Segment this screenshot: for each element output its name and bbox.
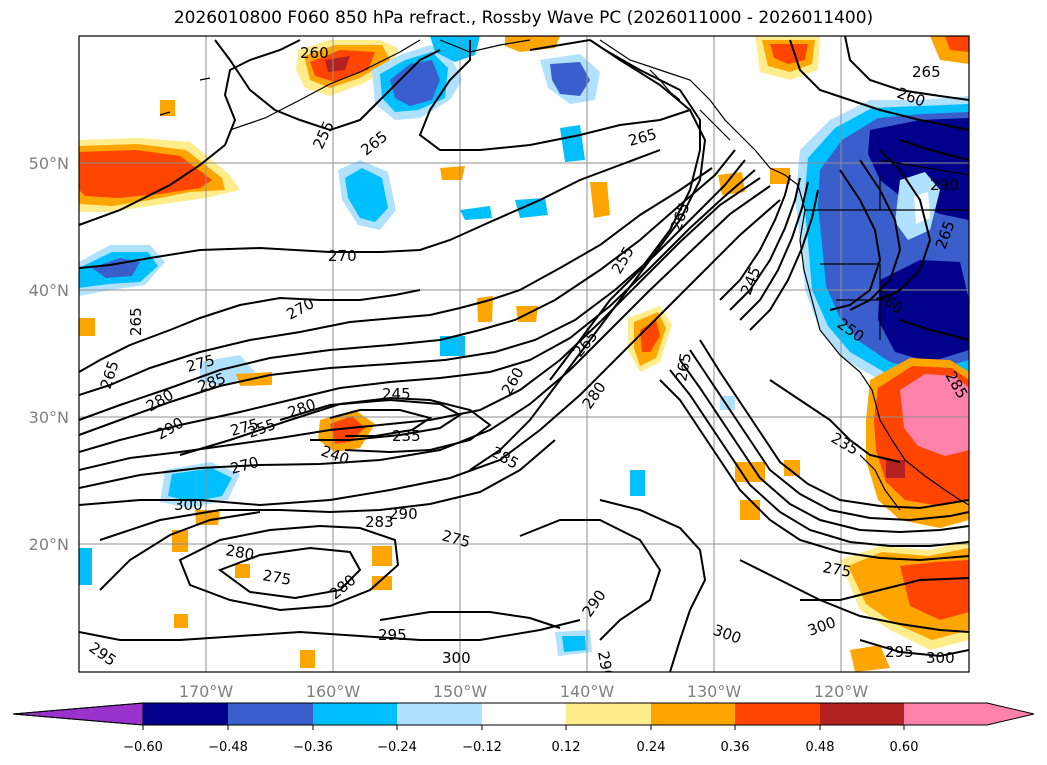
plot-area: 270 270 265 265 255 265 265 260 265 260 …	[79, 36, 969, 681]
lat-label: 20°N	[29, 535, 69, 554]
colorbar-tick-label: 0.24	[637, 740, 666, 755]
lon-label: 130°W	[687, 682, 742, 701]
contour-label: 300	[926, 649, 955, 667]
colorbar-tick-label: −0.36	[293, 740, 333, 755]
contour-label: 290	[594, 650, 617, 681]
colorbar-bin	[482, 703, 566, 725]
colorbar-tick-label: −0.48	[208, 740, 248, 755]
contour-label: 265	[912, 63, 941, 81]
contour-label: 295	[885, 643, 914, 661]
contour-label: 265	[672, 351, 695, 382]
refractivity-contours	[79, 36, 969, 672]
lon-label: 170°W	[179, 682, 234, 701]
contour-label: 300	[174, 496, 203, 514]
map-frame	[78, 35, 970, 673]
contour-label: 235	[392, 427, 421, 445]
colorbar-bin	[820, 703, 904, 725]
lat-label: 40°N	[29, 281, 69, 300]
colorbar-bin	[313, 703, 397, 725]
contour-label: 265	[127, 307, 145, 336]
contour-label: 275	[261, 566, 292, 589]
colorbar-tick-label: 0.36	[721, 740, 750, 755]
colorbar-tick-label: 0.12	[552, 740, 581, 755]
lat-label: 30°N	[29, 408, 69, 427]
contour-label: 290	[389, 505, 418, 523]
contour-label: 260	[300, 44, 329, 62]
graticule	[79, 36, 969, 672]
lat-label: 50°N	[29, 154, 69, 173]
colorbar-bin	[228, 703, 313, 725]
coastlines	[159, 39, 969, 511]
colorbar-extend-high	[904, 703, 1034, 725]
colorbar-tick-label: 0.48	[806, 740, 835, 755]
colorbar-tick-label: −0.60	[123, 740, 163, 755]
contour-label: 283	[365, 513, 394, 531]
contour-label: 300	[442, 649, 471, 667]
colorbar-bin	[143, 703, 228, 725]
map-title: 2026010800 F060 850 hPa refract., Rossby…	[173, 8, 874, 28]
contour-label: 280	[224, 541, 255, 564]
colorbar-extend-low	[12, 702, 144, 726]
colorbar-tick-label: −0.24	[377, 740, 417, 755]
colorbar-tick-label: 0.60	[890, 740, 919, 755]
contour-label: 270	[328, 247, 357, 265]
colorbar-tick-label: −0.12	[462, 740, 502, 755]
contour-label: 290	[930, 176, 959, 194]
colorbar-bin	[735, 703, 820, 725]
colorbar-bin	[651, 703, 735, 725]
lon-label: 140°W	[560, 682, 615, 701]
lon-label: 160°W	[306, 682, 361, 701]
colorbar-bin	[566, 703, 651, 725]
lon-label: 150°W	[433, 682, 488, 701]
contour-label: 295	[378, 626, 407, 644]
colorbar: −0.60 −0.48 −0.36 −0.24 −0.12 0.12 0.24 …	[12, 702, 1035, 755]
colorbar-bin	[397, 703, 482, 725]
anomaly-shading	[79, 36, 969, 672]
contour-label: 275	[821, 558, 852, 581]
contour-label: 245	[382, 385, 411, 403]
lon-label: 120°W	[814, 682, 869, 701]
